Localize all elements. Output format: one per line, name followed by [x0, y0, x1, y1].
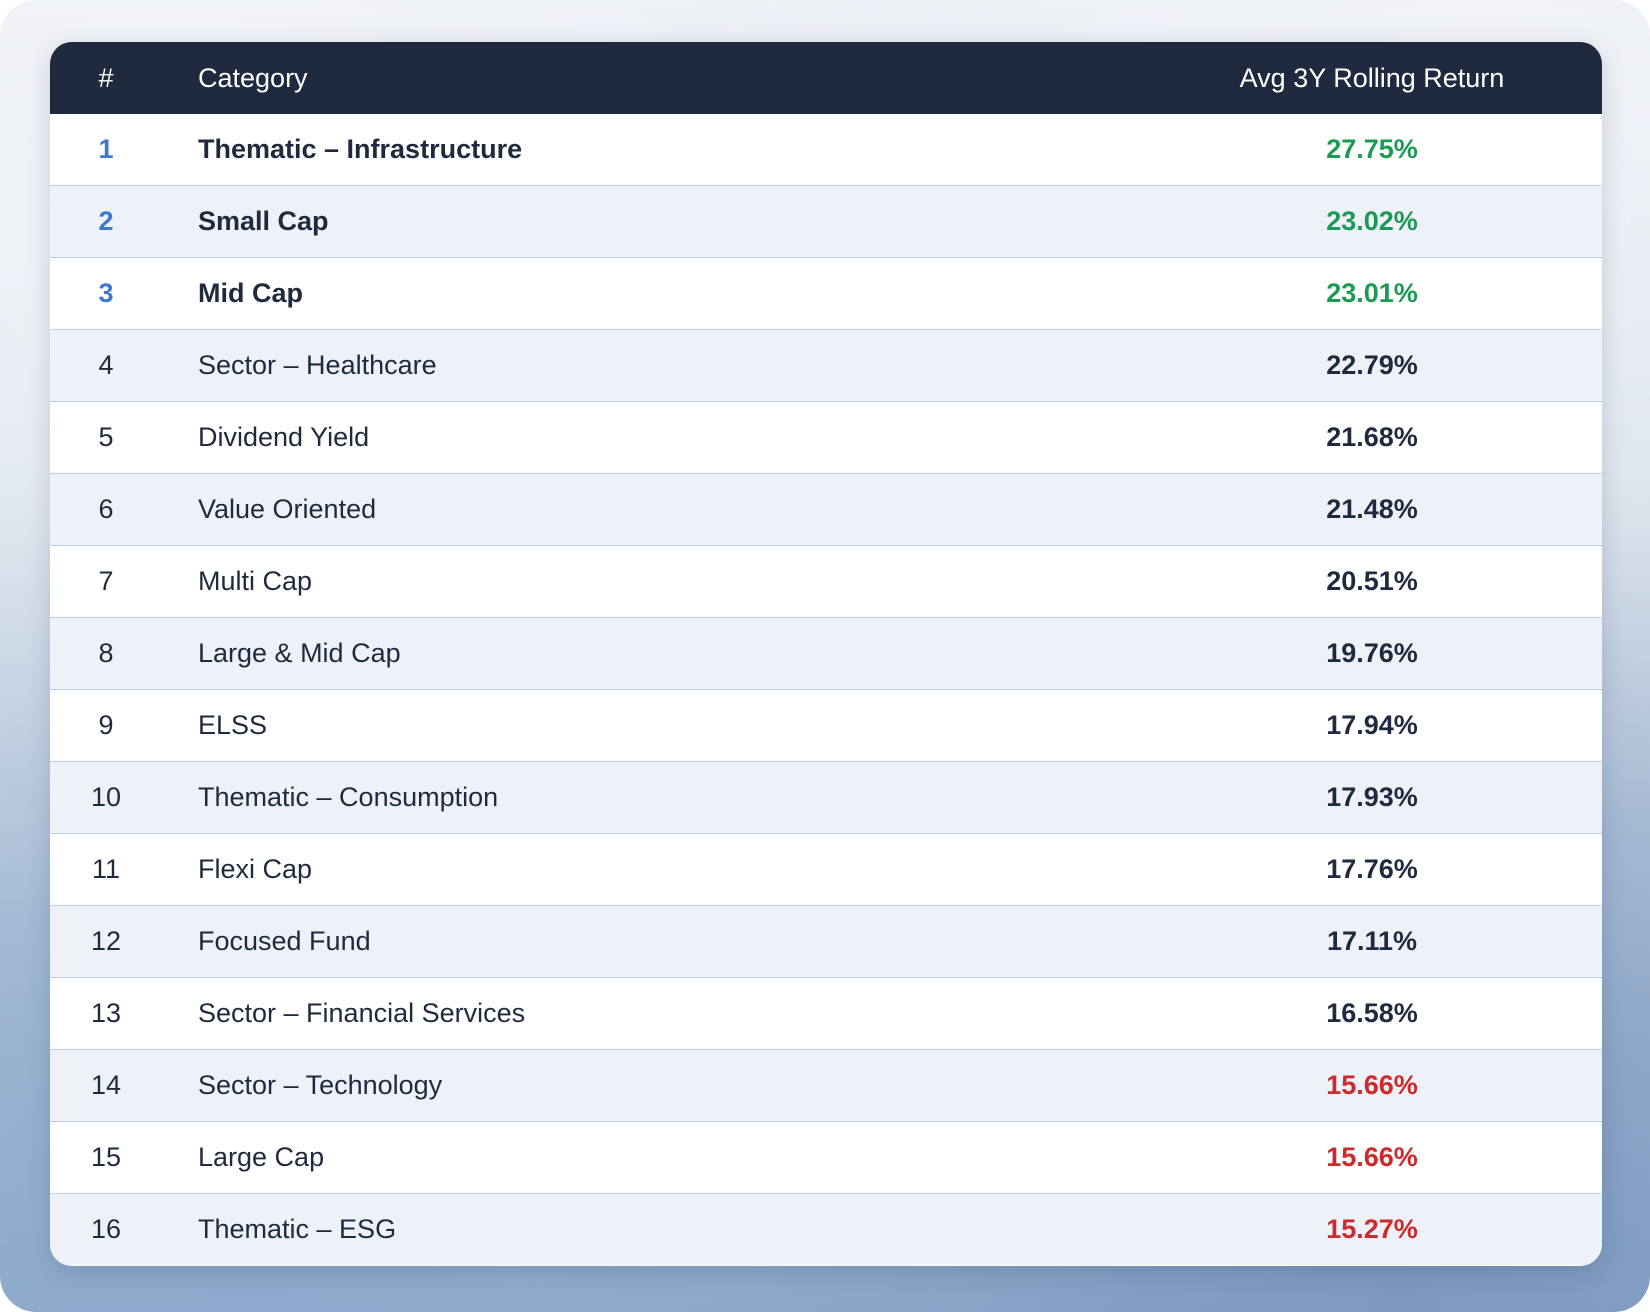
- table-row: 12 Focused Fund 17.11%: [50, 906, 1602, 978]
- returns-table: # Category Avg 3Y Rolling Return 1 Themat…: [50, 42, 1602, 1266]
- table-row: 8 Large & Mid Cap 19.76%: [50, 618, 1602, 690]
- category-cell: Sector – Technology: [198, 1070, 443, 1100]
- return-cell: 16.58%: [1326, 998, 1418, 1028]
- return-cell: 23.01%: [1326, 278, 1418, 308]
- table-row: 6 Value Oriented 21.48%: [50, 474, 1602, 546]
- table-header: # Category Avg 3Y Rolling Return: [50, 42, 1602, 114]
- table-row: 2 Small Cap 23.02%: [50, 186, 1602, 258]
- header-return: Avg 3Y Rolling Return: [1239, 62, 1505, 93]
- return-cell: 15.66%: [1326, 1142, 1418, 1172]
- category-cell: Dividend Yield: [198, 422, 370, 452]
- rank-cell: 5: [98, 422, 114, 452]
- table-row: 10 Thematic – Consumption 17.93%: [50, 762, 1602, 834]
- rank-cell: 14: [90, 1070, 122, 1100]
- rank-cell: 7: [98, 566, 114, 596]
- table-row: 9 ELSS 17.94%: [50, 690, 1602, 762]
- category-cell: Large Cap: [198, 1142, 325, 1172]
- return-cell: 17.93%: [1326, 782, 1418, 812]
- category-cell: Thematic – ESG: [198, 1214, 397, 1244]
- rank-cell: 8: [98, 638, 114, 668]
- category-cell: Mid Cap: [198, 278, 303, 308]
- table-row: 15 Large Cap 15.66%: [50, 1122, 1602, 1194]
- rank-cell: 12: [90, 926, 122, 956]
- table-row: 3 Mid Cap 23.01%: [50, 258, 1602, 330]
- table-row: 5 Dividend Yield 21.68%: [50, 402, 1602, 474]
- return-cell: 21.68%: [1326, 422, 1418, 452]
- table-row: 13 Sector – Financial Services 16.58%: [50, 978, 1602, 1050]
- return-cell: 19.76%: [1326, 638, 1418, 668]
- rank-cell: 4: [98, 350, 114, 380]
- table-row: 14 Sector – Technology 15.66%: [50, 1050, 1602, 1122]
- return-cell: 15.27%: [1326, 1214, 1418, 1244]
- rank-cell: 2: [98, 206, 114, 236]
- table-row: 4 Sector – Healthcare 22.79%: [50, 330, 1602, 402]
- category-cell: Sector – Financial Services: [198, 998, 526, 1028]
- category-cell: ELSS: [198, 710, 268, 740]
- return-cell: 17.76%: [1326, 854, 1418, 884]
- rank-cell: 11: [91, 854, 121, 884]
- table-body: 1 Thematic – Infrastructure 27.75% 2 Small C…: [50, 114, 1602, 1265]
- rank-cell: 1: [98, 134, 114, 164]
- category-cell: Thematic – Consumption: [198, 782, 499, 812]
- rank-cell: 10: [90, 782, 122, 812]
- category-cell: Small Cap: [198, 206, 329, 236]
- category-cell: Large & Mid Cap: [198, 638, 401, 668]
- category-cell: Multi Cap: [198, 566, 313, 596]
- table-row: 11 Flexi Cap 17.76%: [50, 834, 1602, 906]
- return-cell: 15.66%: [1326, 1070, 1418, 1100]
- header-rank: #: [98, 62, 114, 93]
- rank-cell: 13: [90, 998, 122, 1028]
- header-category: Category: [198, 62, 308, 93]
- return-cell: 23.02%: [1326, 206, 1418, 236]
- return-cell: 17.94%: [1326, 710, 1418, 740]
- table-row: 7 Multi Cap 20.51%: [50, 546, 1602, 618]
- return-cell: 22.79%: [1326, 350, 1418, 380]
- table-row: 16 Thematic – ESG 15.27%: [50, 1194, 1602, 1265]
- rank-cell: 15: [90, 1142, 122, 1172]
- return-cell: 17.11%: [1326, 926, 1418, 956]
- rank-cell: 9: [98, 710, 114, 740]
- return-cell: 27.75%: [1326, 134, 1418, 164]
- rank-cell: 6: [98, 494, 114, 524]
- table-row: 1 Thematic – Infrastructure 27.75%: [50, 114, 1602, 186]
- rank-cell: 3: [98, 278, 114, 308]
- category-cell: Value Oriented: [198, 494, 377, 524]
- category-cell: Focused Fund: [198, 926, 371, 956]
- return-cell: 20.51%: [1326, 566, 1418, 596]
- return-cell: 21.48%: [1326, 494, 1418, 524]
- category-cell: Thematic – Infrastructure: [198, 134, 523, 164]
- category-cell: Flexi Cap: [198, 854, 313, 884]
- rank-cell: 16: [90, 1214, 122, 1244]
- category-cell: Sector – Healthcare: [198, 350, 437, 380]
